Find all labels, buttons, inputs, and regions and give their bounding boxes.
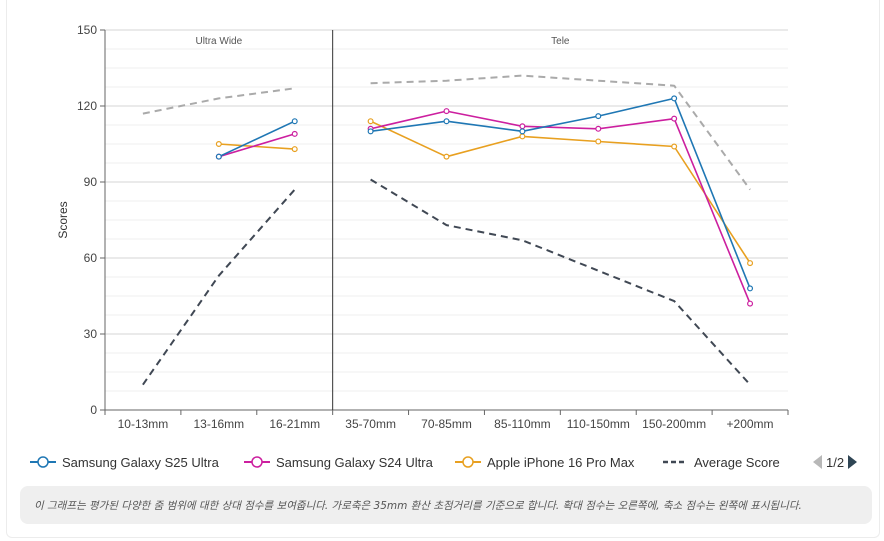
data-point-samsung-galaxy-s25-ultra	[595, 113, 602, 120]
data-point-samsung-galaxy-s24-ultra	[443, 108, 450, 115]
series-line-apple-iphone-16-pro-max	[218, 143, 295, 150]
y-tick-label: 30	[84, 327, 98, 341]
x-tick-label: 16-21mm	[269, 417, 320, 431]
x-tick-label: 110-150mm	[567, 417, 630, 431]
data-point-samsung-galaxy-s25-ultra	[367, 128, 374, 135]
y-tick-label: 90	[84, 175, 98, 189]
series-line-samsung-galaxy-s25-ultra	[218, 120, 296, 158]
data-point-samsung-galaxy-s24-ultra	[291, 130, 298, 137]
data-point-apple-iphone-16-pro-max	[291, 146, 298, 153]
data-point-samsung-galaxy-s25-ultra	[443, 118, 450, 125]
series-line-average-score	[142, 188, 296, 386]
legend-line-marker-icon	[244, 456, 270, 468]
chart-legend: Samsung Galaxy S25 Ultra Samsung Galaxy …	[30, 450, 870, 474]
pager-prev-icon[interactable]	[813, 455, 822, 469]
series-line-top-score	[370, 74, 751, 191]
data-point-samsung-galaxy-s25-ultra	[671, 95, 678, 102]
series-line-top-score	[142, 87, 295, 115]
pager-page-indicator: 1/2	[826, 454, 845, 470]
data-point-apple-iphone-16-pro-max	[519, 133, 526, 140]
data-point-apple-iphone-16-pro-max	[443, 153, 450, 160]
y-axis-title: Scores	[56, 201, 70, 238]
pager-next-icon[interactable]	[848, 455, 858, 469]
y-tick-label: 60	[84, 251, 98, 265]
legend-label: Apple iPhone 16 Pro Max	[487, 454, 635, 470]
legend-label: Samsung Galaxy S24 Ultra	[276, 454, 433, 470]
data-point-samsung-galaxy-s24-ultra	[519, 123, 526, 130]
chart-description-note: 이 그래프는 평가된 다양한 줌 범위에 대한 상대 점수를 보여줍니다. 가로…	[20, 486, 872, 524]
x-tick-label: 85-110mm	[494, 417, 550, 431]
data-point-apple-iphone-16-pro-max	[671, 143, 678, 150]
data-point-apple-iphone-16-pro-max	[595, 138, 602, 145]
series-line-apple-iphone-16-pro-max	[370, 120, 751, 264]
data-point-samsung-galaxy-s25-ultra	[747, 285, 754, 292]
legend-line-marker-icon	[455, 456, 481, 468]
legend-item-s25-ultra[interactable]: Samsung Galaxy S25 Ultra	[30, 450, 219, 474]
series-line-samsung-galaxy-s25-ultra	[370, 97, 751, 289]
legend-item-average-score[interactable]: Average Score	[662, 450, 780, 474]
series-line-samsung-galaxy-s24-ultra	[218, 133, 295, 158]
data-point-samsung-galaxy-s24-ultra	[595, 125, 602, 132]
data-point-apple-iphone-16-pro-max	[367, 118, 374, 125]
data-point-apple-iphone-16-pro-max	[215, 141, 222, 148]
region-label: Ultra Wide	[195, 36, 242, 47]
legend-line-marker-icon	[30, 456, 56, 468]
x-tick-label: 35-70mm	[345, 417, 396, 431]
legend-pager: 1/2	[813, 452, 858, 472]
x-tick-label: 70-85mm	[421, 417, 472, 431]
note-text: 이 그래프는 평가된 다양한 줌 범위에 대한 상대 점수를 보여줍니다. 가로…	[34, 499, 802, 512]
legend-label: Average Score	[694, 454, 780, 470]
region-label: Tele	[551, 36, 570, 47]
x-tick-label: 10-13mm	[118, 417, 169, 431]
data-point-apple-iphone-16-pro-max	[747, 260, 754, 267]
x-tick-label: +200mm	[727, 417, 774, 431]
data-point-samsung-galaxy-s24-ultra	[747, 300, 754, 307]
series-line-average-score	[370, 178, 751, 386]
series-line-samsung-galaxy-s24-ultra	[370, 110, 751, 304]
data-point-samsung-galaxy-s24-ultra	[671, 115, 678, 122]
data-point-samsung-galaxy-s25-ultra	[215, 153, 222, 160]
x-tick-label: 150-200mm	[642, 417, 706, 431]
y-tick-label: 0	[90, 403, 97, 417]
legend-dashed-line-icon	[663, 460, 687, 464]
data-point-samsung-galaxy-s25-ultra	[291, 118, 298, 125]
data-point-samsung-galaxy-s25-ultra	[519, 128, 526, 135]
legend-label: Samsung Galaxy S25 Ultra	[62, 454, 219, 470]
y-tick-label: 150	[77, 23, 97, 37]
x-tick-label: 13-16mm	[193, 417, 244, 431]
y-tick-label: 120	[77, 99, 97, 113]
zoom-score-line-chart: 0 30 60 90 120 150 10-13mm 13-16mm 16-21mm 35-70m…	[56, 23, 789, 431]
legend-item-iphone-16-pro-max[interactable]: Apple iPhone 16 Pro Max	[455, 450, 634, 474]
legend-item-s24-ultra[interactable]: Samsung Galaxy S24 Ultra	[244, 450, 433, 474]
